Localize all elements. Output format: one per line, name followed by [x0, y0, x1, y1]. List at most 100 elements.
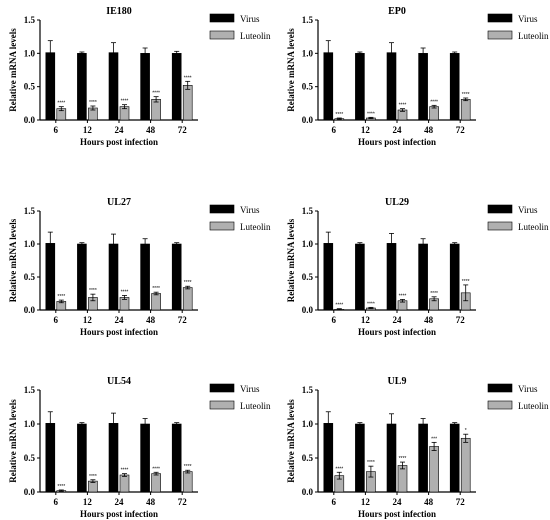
x-tick-label: 6 [332, 497, 337, 507]
significance-label: **** [430, 99, 438, 105]
x-tick-label: 6 [332, 315, 337, 325]
x-tick-label: 72 [456, 125, 466, 135]
significance-label: **** [152, 286, 160, 292]
x-axis-label: Hours post infection [358, 137, 436, 147]
x-tick-label: 12 [83, 315, 93, 325]
x-tick-label: 48 [146, 497, 156, 507]
bar [449, 243, 460, 311]
significance-label: **** [399, 456, 407, 462]
significance-label: **** [462, 92, 470, 98]
bar [182, 287, 193, 311]
y-tick-label: 0.0 [24, 115, 36, 125]
x-tick-label: 12 [83, 125, 93, 135]
chart-panel: EP0 0.0 0.5 1.0 1.5 Relative mRNA levels 6 ****… [286, 6, 549, 147]
legend-swatch [487, 221, 513, 231]
legend-label: Virus [240, 384, 260, 394]
x-tick-label: 72 [178, 125, 188, 135]
y-tick-label: 1.5 [302, 15, 314, 25]
bar [151, 473, 161, 493]
bar [355, 423, 365, 493]
bar [182, 471, 193, 493]
legend-label: Virus [518, 384, 538, 394]
bar [397, 465, 408, 493]
significance-label: **** [121, 99, 129, 105]
bar [77, 423, 87, 493]
y-tick-label: 0.0 [302, 305, 314, 315]
x-tick-label: 72 [456, 315, 466, 325]
x-tick-label: 12 [361, 125, 371, 135]
bar [140, 53, 150, 121]
legend-label: Virus [518, 205, 538, 215]
significance-label: **** [184, 75, 192, 81]
significance-label: **** [399, 103, 407, 109]
chart-panel: UL29 0.0 0.5 1.0 1.5 Relative mRNA levels 6 ***… [286, 197, 549, 337]
legend-swatch [209, 204, 235, 214]
bar [460, 99, 471, 121]
legend-label: Virus [240, 205, 260, 215]
bar [429, 446, 439, 493]
y-tick-label: 1.0 [302, 239, 314, 249]
y-tick-label: 0.5 [24, 272, 36, 282]
legend-label: Virus [518, 14, 538, 24]
legend-swatch [209, 383, 235, 393]
y-tick-label: 0.5 [24, 453, 36, 463]
significance-label: **** [335, 466, 343, 472]
x-axis-label: Hours post infection [80, 509, 158, 519]
y-tick-label: 0.5 [302, 272, 314, 282]
chart-title: UL9 [388, 376, 407, 387]
bar [119, 474, 130, 493]
x-tick-label: 12 [83, 497, 93, 507]
bar [171, 423, 182, 493]
y-tick-label: 1.0 [302, 48, 314, 58]
bar [449, 53, 460, 121]
y-axis-label: Relative mRNA levels [286, 28, 296, 112]
legend-label: Luteolin [518, 31, 549, 41]
bar [429, 106, 439, 121]
x-tick-label: 6 [54, 125, 59, 135]
x-tick-label: 24 [115, 315, 125, 325]
significance-label: **** [430, 291, 438, 297]
bar [418, 53, 428, 121]
chart-title: UL29 [385, 197, 409, 208]
chart-title: EP0 [388, 6, 406, 17]
y-tick-label: 1.5 [302, 385, 314, 395]
legend-swatch [209, 30, 235, 40]
x-tick-label: 12 [361, 497, 371, 507]
x-tick-label: 24 [393, 315, 403, 325]
x-axis-label: Hours post infection [80, 137, 158, 147]
significance-label: **** [121, 468, 129, 474]
bar [418, 243, 428, 311]
x-tick-label: 72 [456, 497, 466, 507]
x-tick-label: 72 [178, 315, 188, 325]
legend-swatch [487, 13, 513, 23]
legend-label: Luteolin [240, 401, 271, 411]
bar [418, 423, 428, 493]
y-tick-label: 0.5 [302, 82, 314, 92]
chart-panel: IE180 0.0 0.5 1.0 1.5 Relative mRNA levels 6 **… [8, 6, 271, 147]
significance-label: *** [431, 436, 437, 442]
y-tick-label: 0.5 [302, 453, 314, 463]
significance-label: **** [121, 289, 129, 295]
bar [355, 53, 365, 121]
significance-label: **** [184, 464, 192, 470]
legend-swatch [487, 30, 513, 40]
x-tick-label: 24 [393, 125, 403, 135]
y-tick-label: 1.0 [24, 419, 36, 429]
legend-swatch [487, 204, 513, 214]
significance-label: **** [89, 288, 97, 294]
bar [182, 85, 193, 121]
x-tick-label: 48 [424, 497, 434, 507]
legend-label: Virus [240, 14, 260, 24]
y-tick-label: 0.0 [24, 487, 36, 497]
significance-label: **** [89, 100, 97, 106]
legend-swatch [209, 13, 235, 23]
significance-label: **** [367, 301, 375, 307]
bar [449, 423, 460, 493]
x-tick-label: 72 [178, 497, 188, 507]
x-tick-label: 24 [115, 497, 125, 507]
y-axis-label: Relative mRNA levels [286, 218, 296, 302]
y-axis-label: Relative mRNA levels [8, 399, 18, 483]
significance-label: **** [57, 101, 65, 107]
significance-label: **** [152, 466, 160, 472]
